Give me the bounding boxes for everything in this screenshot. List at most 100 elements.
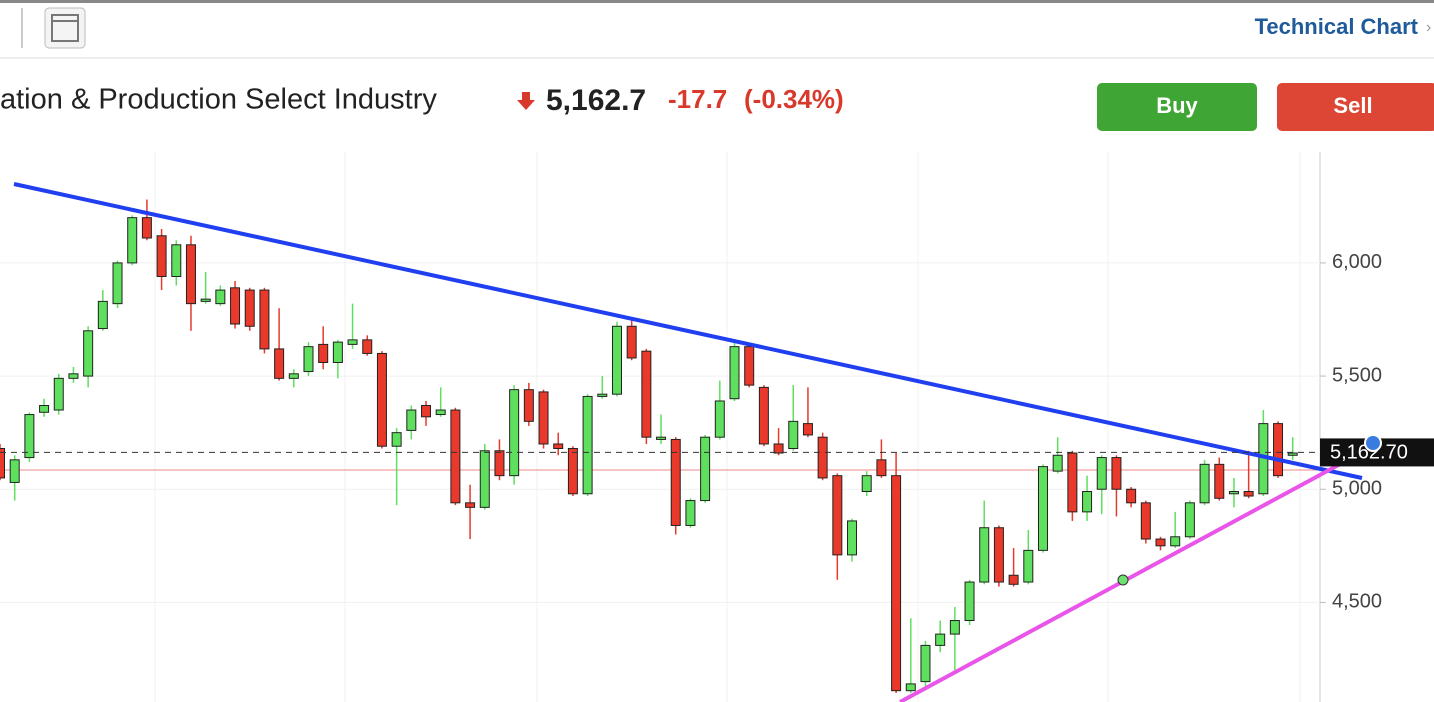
candle-body: [479, 450, 490, 508]
candle-body: [773, 443, 784, 454]
last-price-label: 5,162.70: [1330, 442, 1408, 464]
candle-body: [303, 346, 314, 373]
candle-body: [1037, 466, 1048, 551]
candle-body: [391, 432, 402, 447]
candle-body: [788, 420, 799, 450]
candle-body: [141, 217, 152, 239]
candle-body: [553, 443, 564, 450]
buy-label[interactable]: Buy: [1156, 93, 1198, 118]
trend-handle: [1364, 434, 1382, 452]
icon-glyph: [51, 14, 79, 42]
buy-button[interactable]: [1097, 83, 1257, 131]
candle-body: [406, 409, 417, 431]
candle-body: [127, 217, 138, 264]
change: -17.7: [668, 84, 727, 114]
candle-body: [185, 244, 196, 305]
candle-body: [729, 346, 740, 400]
candle-body: [656, 436, 667, 440]
candle-body: [538, 391, 549, 445]
candle-body: [1096, 457, 1107, 490]
candle-body: [817, 436, 828, 479]
candle-body: [964, 581, 975, 622]
y-tick-label: 4,500: [1332, 591, 1382, 613]
candle-body: [156, 235, 167, 277]
candle-body: [611, 325, 622, 395]
candle-body: [1243, 491, 1254, 497]
plot: 4,500 5,000 5,500 6,000: [0, 199, 1382, 693]
candle-body: [97, 300, 108, 330]
candle-body: [891, 475, 902, 692]
candle-body: [53, 377, 64, 411]
icon-button[interactable]: [44, 7, 86, 49]
candle-body: [1273, 423, 1284, 477]
sell-button[interactable]: [1277, 83, 1434, 131]
candle-body: [1214, 463, 1225, 499]
candle-body: [920, 644, 931, 683]
candle-body: [112, 262, 123, 305]
candle-body: [1140, 502, 1151, 540]
candle-body: [876, 459, 887, 477]
candle-body: [1228, 491, 1239, 495]
candle-body: [24, 414, 35, 459]
candle-body: [1287, 452, 1298, 456]
candle-body: [1155, 538, 1166, 547]
candle-body: [171, 244, 182, 277]
candle-body: [700, 436, 711, 502]
candle-body: [714, 400, 725, 438]
candle-body: [450, 409, 461, 504]
candle-body: [509, 389, 520, 477]
candle-body: [935, 633, 946, 646]
technical-chart-link[interactable]: Technical Chart: [1255, 14, 1419, 39]
candle-body: [1008, 574, 1019, 585]
sell-label[interactable]: Sell: [1333, 93, 1372, 118]
candle-body: [744, 346, 755, 386]
candle-body: [318, 343, 329, 363]
candle-body: [421, 404, 432, 418]
candle-body: [244, 289, 255, 327]
candle-body: [215, 289, 226, 305]
candle-body: [523, 389, 534, 422]
link-arrow: ›: [1426, 19, 1431, 36]
candle-body: [230, 287, 241, 325]
candle-body: [861, 475, 872, 493]
candle-body: [494, 450, 505, 477]
candle-body: [435, 409, 446, 416]
candle-body: [0, 448, 5, 479]
candle-body: [685, 500, 696, 526]
overlay: 5,162.70: [0, 434, 1434, 467]
candle-body: [83, 330, 94, 377]
layout-icon[interactable]: [44, 7, 86, 49]
candle-body: [259, 289, 270, 350]
candle-body: [758, 386, 769, 445]
trend-handle[interactable]: [1117, 574, 1129, 586]
candle-body: [9, 459, 20, 483]
candle-body: [802, 423, 813, 436]
y-tick-label: 6,000: [1332, 251, 1382, 273]
candle-body: [1199, 463, 1210, 504]
candle-body: [1126, 488, 1137, 504]
candle-body: [39, 404, 50, 413]
change-pct: (-0.34%): [744, 84, 844, 114]
instrument-title: ation & Production Select Industry: [0, 84, 437, 116]
candle-body: [847, 520, 858, 556]
candle-body: [274, 348, 285, 379]
y-tick-label: 5,500: [1332, 364, 1382, 386]
candle-body: [597, 393, 608, 397]
trend-line-lower[interactable]: [899, 447, 1369, 702]
top-border: [0, 0, 1434, 3]
candle-body: [993, 527, 1004, 583]
y-tick-label: 5,000: [1332, 478, 1382, 500]
candle-body: [1052, 454, 1063, 472]
candle-body: [949, 620, 960, 635]
candle-body: [670, 438, 681, 526]
price: 5,162.7: [546, 84, 646, 117]
candle-body: [1067, 452, 1078, 513]
candle-body: [200, 298, 211, 302]
trend-line-upper[interactable]: [13, 182, 1363, 480]
candle-body: [376, 352, 387, 447]
candle-body: [362, 339, 373, 354]
candle-body: [582, 395, 593, 495]
candle-body: [979, 527, 990, 583]
